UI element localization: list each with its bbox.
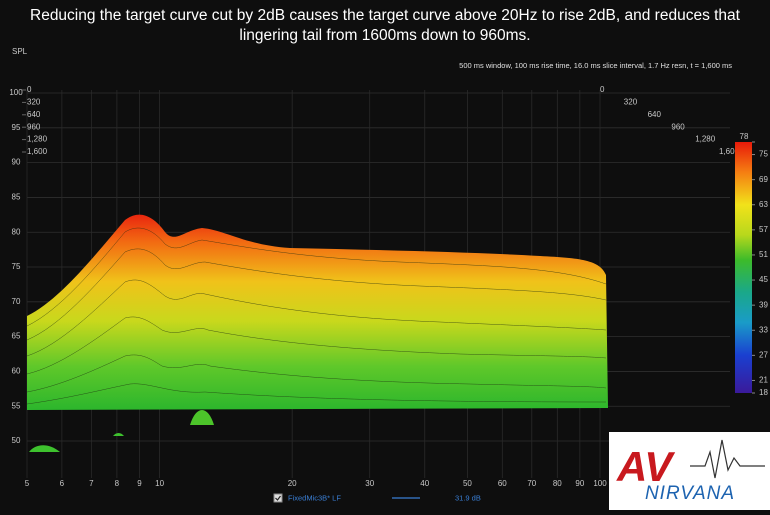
z-tick-label: 1,280 (695, 135, 716, 144)
y-tick-label: 100 (9, 88, 23, 97)
z-tick-label: 320 (624, 98, 638, 107)
y-tick-label: 70 (12, 297, 21, 306)
colorbar-tick-label: 69 (759, 175, 768, 184)
colorbar (735, 142, 752, 393)
y-tick-label: 85 (12, 193, 21, 202)
logo-bottom: NIRVANA (645, 483, 735, 504)
x-tick-label: 60 (498, 479, 507, 488)
x-tick-label: 9 (137, 479, 142, 488)
z-tick-label: 960 (27, 122, 41, 131)
title: lingering tail from 1600ms down to 960ms… (239, 27, 530, 44)
x-tick-label: 80 (553, 479, 562, 488)
colorbar-tick-label: 45 (759, 275, 768, 284)
z-tick-label: 1,600 (719, 147, 740, 156)
y-tick-label: 50 (12, 436, 21, 445)
colorbar-tick-label: 21 (759, 376, 768, 385)
colorbar-tick-label: 39 (759, 300, 768, 309)
colorbar-tick-label: 27 (759, 350, 768, 359)
x-tick-label: 50 (463, 479, 472, 488)
y-tick-label: 65 (12, 332, 21, 341)
y-tick-label: 95 (12, 123, 21, 132)
z-tick-label: 1,600 (27, 147, 48, 156)
legend-checkbox[interactable] (273, 493, 283, 503)
y-tick-label: 75 (12, 262, 21, 271)
colorbar-tick-label: 63 (759, 200, 768, 209)
z-tick-label: 960 (671, 122, 685, 131)
colorbar-tick-label: 51 (759, 250, 768, 259)
x-tick-label: 40 (420, 479, 429, 488)
x-tick-label: 8 (115, 479, 120, 488)
legend-label: FixedMic3B* LF (288, 493, 341, 502)
surface (26, 214, 608, 452)
y-tick-label: 55 (12, 401, 21, 410)
colorbar-tick-label: 57 (759, 225, 768, 234)
y-axis-label: SPL (12, 47, 28, 56)
x-tick-label: 30 (365, 479, 374, 488)
y-tick-label: 90 (12, 158, 21, 167)
colorbar-tick-label: 33 (759, 325, 768, 334)
y-tick-label: 60 (12, 367, 21, 376)
y-tick-label: 80 (12, 227, 21, 236)
colorbar-tick-label: 18 (759, 388, 768, 397)
x-tick-label: 70 (527, 479, 536, 488)
x-tick-label: 90 (575, 479, 584, 488)
colorbar-tick-label: 78 (740, 132, 749, 141)
legend-level: 31.9 dB (455, 493, 481, 502)
x-tick-label: 100 (593, 479, 607, 488)
z-tick-label: 0 (27, 85, 32, 94)
z-tick-label: 0 (600, 85, 605, 94)
x-tick-label: 7 (89, 479, 94, 488)
z-tick-label: 320 (27, 98, 41, 107)
x-tick-label: 5 (25, 479, 30, 488)
info-text: 500 ms window, 100 ms rise time, 16.0 ms… (459, 61, 732, 70)
z-tick-label: 640 (648, 110, 662, 119)
colorbar-tick-label: 75 (759, 150, 768, 159)
x-tick-label: 10 (155, 479, 164, 488)
logo-top: AV (616, 443, 675, 490)
logo: AV NIRVANA (609, 432, 770, 510)
x-tick-label: 20 (288, 479, 297, 488)
x-tick-label: 6 (60, 479, 65, 488)
title: Reducing the target curve cut by 2dB cau… (30, 7, 741, 24)
z-tick-label: 1,280 (27, 135, 48, 144)
legend: FixedMic3B* LF 31.9 dB (273, 493, 481, 503)
z-tick-label: 640 (27, 110, 41, 119)
